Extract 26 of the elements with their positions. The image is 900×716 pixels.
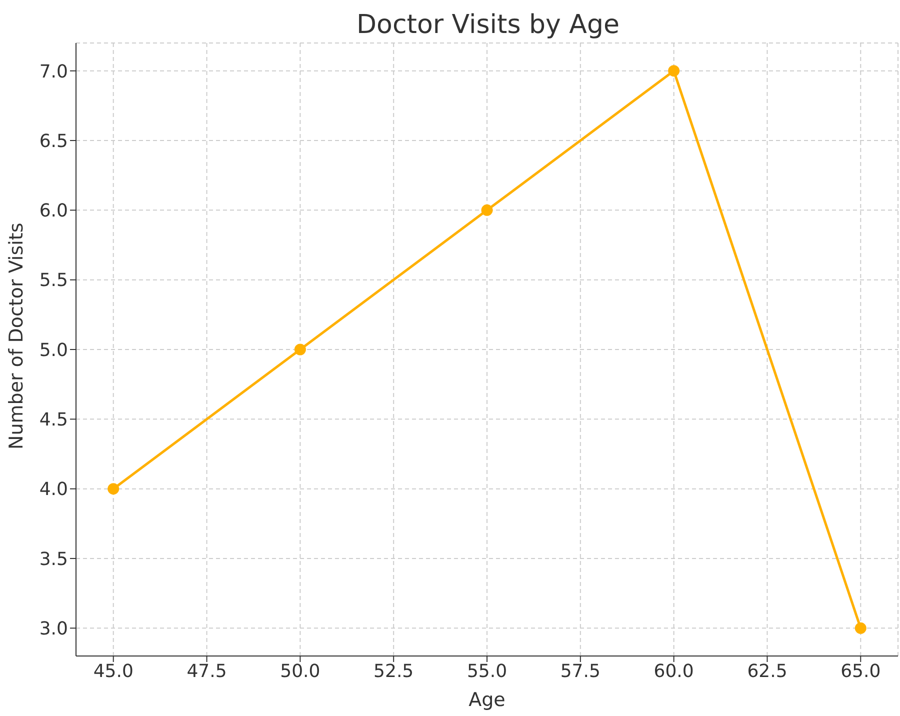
point [668,65,680,77]
x-tick-label: 45.0 [93,660,134,682]
x-tick-label: 65.0 [840,660,881,682]
point [294,344,306,356]
x-tick-label: 57.5 [560,660,600,682]
x-tick-label: 47.5 [186,660,227,682]
y-tick-label: 5.5 [39,270,68,292]
y-axis-title: Number of Doctor Visits [6,222,28,450]
point [108,483,120,495]
y-tick-label: 6.5 [39,130,68,152]
y-tick-label: 3.0 [39,618,68,640]
x-axis-title: Age [468,689,506,711]
chart-title: Doctor Visits by Age [356,10,620,40]
y-tick-label: 7.0 [39,61,68,82]
y-tick-label: 4.0 [39,479,68,500]
x-tick-label: 62.5 [747,660,788,682]
y-tick-label: 6.0 [39,200,68,222]
point [481,204,493,216]
y-tick-label: 4.5 [39,410,68,431]
y-tick-label: 3.5 [39,548,68,570]
y-tick-label: 5.0 [39,340,68,361]
point [854,622,866,634]
x-tick-label: 50.0 [280,660,320,682]
x-tick-label: 52.5 [374,660,414,682]
x-tick-label: 60.0 [654,660,694,682]
x-tick-label: 55.0 [466,660,508,682]
